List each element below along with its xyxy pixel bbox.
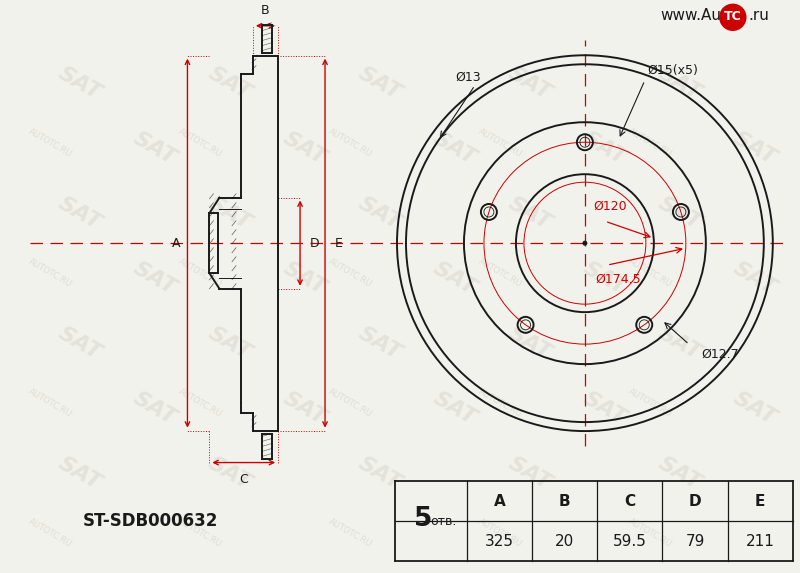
Text: AUTOTC.RU: AUTOTC.RU — [477, 257, 523, 289]
Text: SAT: SAT — [205, 193, 255, 233]
Text: SAT: SAT — [205, 453, 255, 493]
Text: SAT: SAT — [580, 258, 630, 299]
Text: E: E — [335, 237, 343, 250]
Text: AUTOTC.RU: AUTOTC.RU — [477, 127, 523, 159]
Text: SAT: SAT — [730, 388, 780, 428]
Text: SAT: SAT — [355, 193, 405, 233]
Text: SAT: SAT — [655, 453, 705, 493]
Text: D: D — [689, 493, 702, 508]
Text: 325: 325 — [485, 533, 514, 548]
Text: SAT: SAT — [55, 193, 105, 233]
Text: 20: 20 — [555, 533, 574, 548]
Text: TC: TC — [724, 10, 742, 23]
Text: AUTOTC.RU: AUTOTC.RU — [27, 127, 74, 159]
Text: B: B — [262, 4, 270, 17]
Text: AUTOTC.RU: AUTOTC.RU — [326, 517, 374, 549]
Text: AUTOTC.RU: AUTOTC.RU — [626, 127, 673, 159]
Text: AUTOTC.RU: AUTOTC.RU — [27, 387, 74, 419]
Text: SAT: SAT — [505, 453, 555, 493]
Text: AUTOTC.RU: AUTOTC.RU — [626, 257, 673, 289]
Text: SAT: SAT — [505, 63, 555, 104]
Text: 79: 79 — [686, 533, 705, 548]
Text: SAT: SAT — [280, 258, 330, 299]
Text: SAT: SAT — [280, 388, 330, 428]
Text: SAT: SAT — [430, 128, 480, 168]
Text: SAT: SAT — [730, 258, 780, 299]
Text: SAT: SAT — [55, 453, 105, 493]
Text: Ø12.7: Ø12.7 — [702, 348, 739, 361]
Text: SAT: SAT — [55, 323, 105, 363]
Text: A: A — [494, 493, 506, 508]
Text: AUTOTC.RU: AUTOTC.RU — [177, 517, 223, 549]
Text: SAT: SAT — [280, 128, 330, 168]
Text: AUTOTC.RU: AUTOTC.RU — [326, 127, 374, 159]
Text: 211: 211 — [746, 533, 774, 548]
Text: отв.: отв. — [430, 515, 456, 528]
Text: AUTOTC.RU: AUTOTC.RU — [27, 257, 74, 289]
Text: AUTOTC.RU: AUTOTC.RU — [626, 387, 673, 419]
Text: SAT: SAT — [580, 388, 630, 428]
Text: 5: 5 — [414, 506, 432, 532]
Text: SAT: SAT — [355, 453, 405, 493]
Text: SAT: SAT — [55, 63, 105, 104]
Text: SAT: SAT — [505, 193, 555, 233]
Text: SAT: SAT — [430, 388, 480, 428]
Text: AUTOTC.RU: AUTOTC.RU — [27, 517, 74, 549]
Text: SAT: SAT — [205, 323, 255, 363]
Text: Ø174.5: Ø174.5 — [595, 273, 641, 286]
Text: SAT: SAT — [730, 128, 780, 168]
Text: AUTOTC.RU: AUTOTC.RU — [626, 517, 673, 549]
Text: SAT: SAT — [655, 63, 705, 104]
Text: AUTOTC.RU: AUTOTC.RU — [177, 127, 223, 159]
Text: E: E — [755, 493, 766, 508]
Text: SAT: SAT — [130, 128, 180, 168]
Text: Ø13: Ø13 — [455, 70, 481, 84]
Text: AUTOTC.RU: AUTOTC.RU — [326, 257, 374, 289]
Text: SAT: SAT — [655, 323, 705, 363]
Text: B: B — [559, 493, 570, 508]
Circle shape — [720, 4, 746, 30]
Text: AUTOTC.RU: AUTOTC.RU — [477, 517, 523, 549]
Text: SAT: SAT — [580, 128, 630, 168]
Text: A: A — [172, 237, 181, 250]
Text: www.Auto: www.Auto — [660, 8, 736, 23]
Text: SAT: SAT — [205, 63, 255, 104]
Text: AUTOTC.RU: AUTOTC.RU — [177, 387, 223, 419]
Text: SAT: SAT — [505, 323, 555, 363]
Text: SAT: SAT — [355, 323, 405, 363]
Text: C: C — [624, 493, 635, 508]
Text: SAT: SAT — [430, 258, 480, 299]
Text: .ru: .ru — [749, 8, 770, 23]
Text: SAT: SAT — [655, 193, 705, 233]
Text: SAT: SAT — [130, 258, 180, 299]
Circle shape — [582, 241, 587, 246]
Text: AUTOTC.RU: AUTOTC.RU — [177, 257, 223, 289]
Text: SAT: SAT — [355, 63, 405, 104]
Text: 59.5: 59.5 — [613, 533, 647, 548]
Text: AUTOTC.RU: AUTOTC.RU — [477, 387, 523, 419]
Text: Ø15(x5): Ø15(x5) — [647, 64, 698, 77]
Text: ST-SDB000632: ST-SDB000632 — [82, 512, 218, 530]
Text: AUTOTC.RU: AUTOTC.RU — [326, 387, 374, 419]
Text: SAT: SAT — [130, 388, 180, 428]
Text: D: D — [310, 237, 320, 250]
Text: Ø120: Ø120 — [593, 200, 626, 213]
Text: C: C — [239, 473, 248, 485]
